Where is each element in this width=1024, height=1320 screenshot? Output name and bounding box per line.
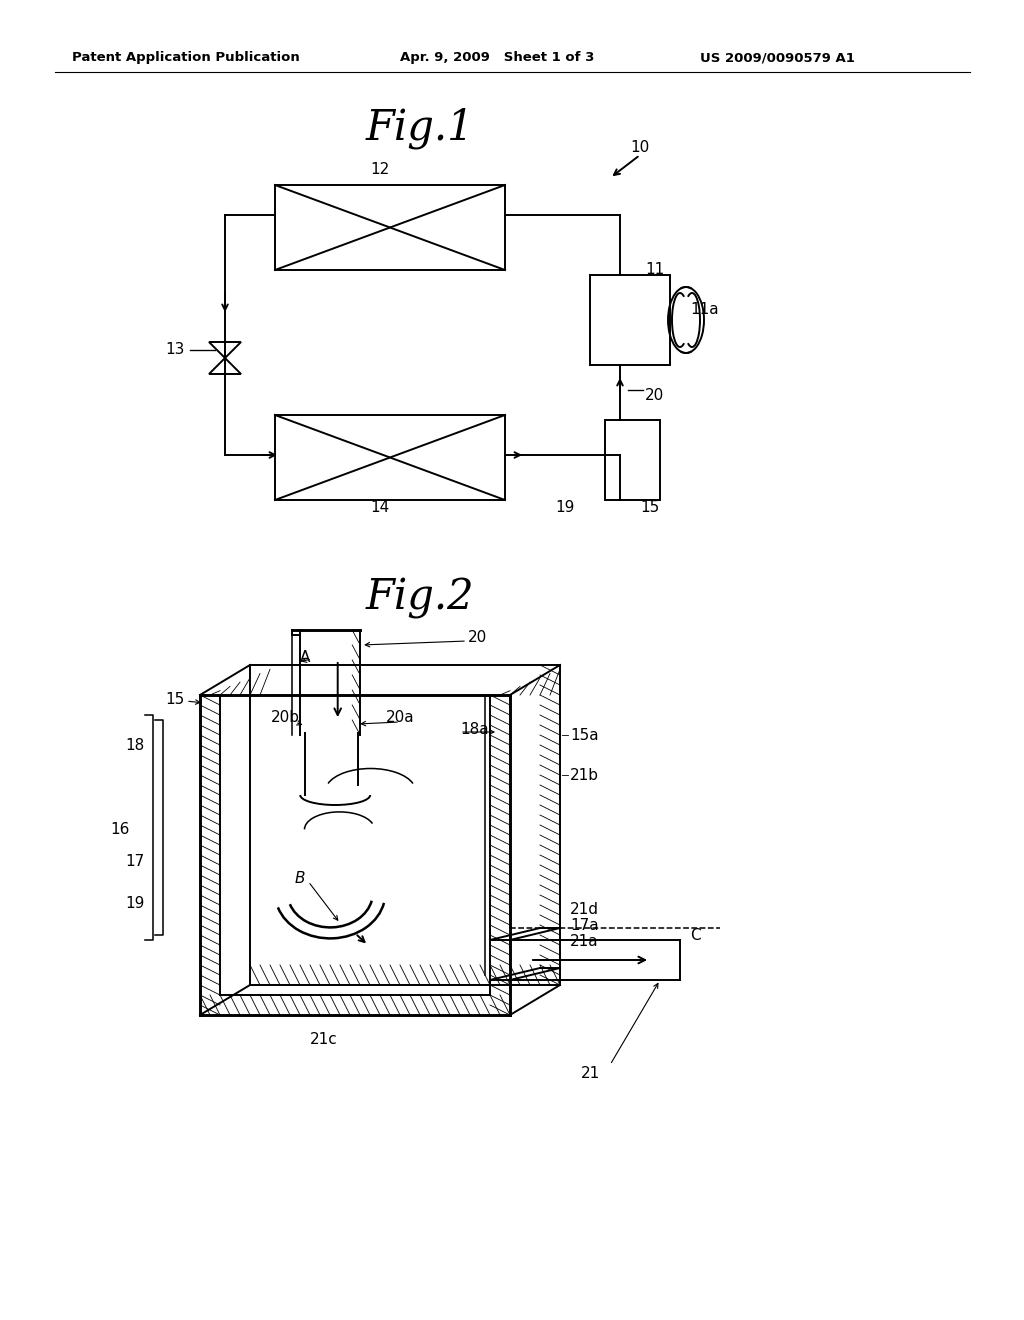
Text: 21d: 21d [570,903,599,917]
Text: 20a: 20a [386,710,415,726]
Text: 17: 17 [126,854,145,869]
Text: 16: 16 [111,822,130,837]
Text: 11: 11 [645,263,665,277]
Text: 20: 20 [645,388,665,403]
Text: 14: 14 [371,500,389,516]
Bar [590,275,670,366]
Text: 21: 21 [581,1065,600,1081]
Text: 11a: 11a [690,302,719,318]
Text: Fig.1: Fig.1 [366,107,474,149]
Text: 18a: 18a [460,722,488,738]
Text: 15: 15 [166,693,185,708]
Bar [275,185,505,271]
Text: 18: 18 [126,738,145,752]
Text: Patent Application Publication: Patent Application Publication [72,51,300,65]
Text: 15: 15 [640,500,659,516]
Text: A: A [300,649,310,664]
Text: 15a: 15a [570,727,599,742]
Bar [275,414,505,500]
Text: 21b: 21b [570,767,599,783]
Text: 21c: 21c [310,1032,338,1048]
Text: 17a: 17a [570,917,599,932]
Bar [605,420,660,500]
Text: B: B [295,871,305,886]
Text: 13: 13 [166,342,185,358]
Text: US 2009/0090579 A1: US 2009/0090579 A1 [700,51,855,65]
Text: 21a: 21a [570,935,599,949]
Text: 20b: 20b [270,710,299,726]
Text: C: C [690,928,700,942]
Text: Fig.2: Fig.2 [366,577,474,619]
Text: 10: 10 [631,140,649,156]
Text: 19: 19 [555,500,574,516]
Text: 20: 20 [468,631,487,645]
Text: 19: 19 [126,895,145,911]
Text: Apr. 9, 2009   Sheet 1 of 3: Apr. 9, 2009 Sheet 1 of 3 [400,51,594,65]
Text: 12: 12 [371,162,389,177]
